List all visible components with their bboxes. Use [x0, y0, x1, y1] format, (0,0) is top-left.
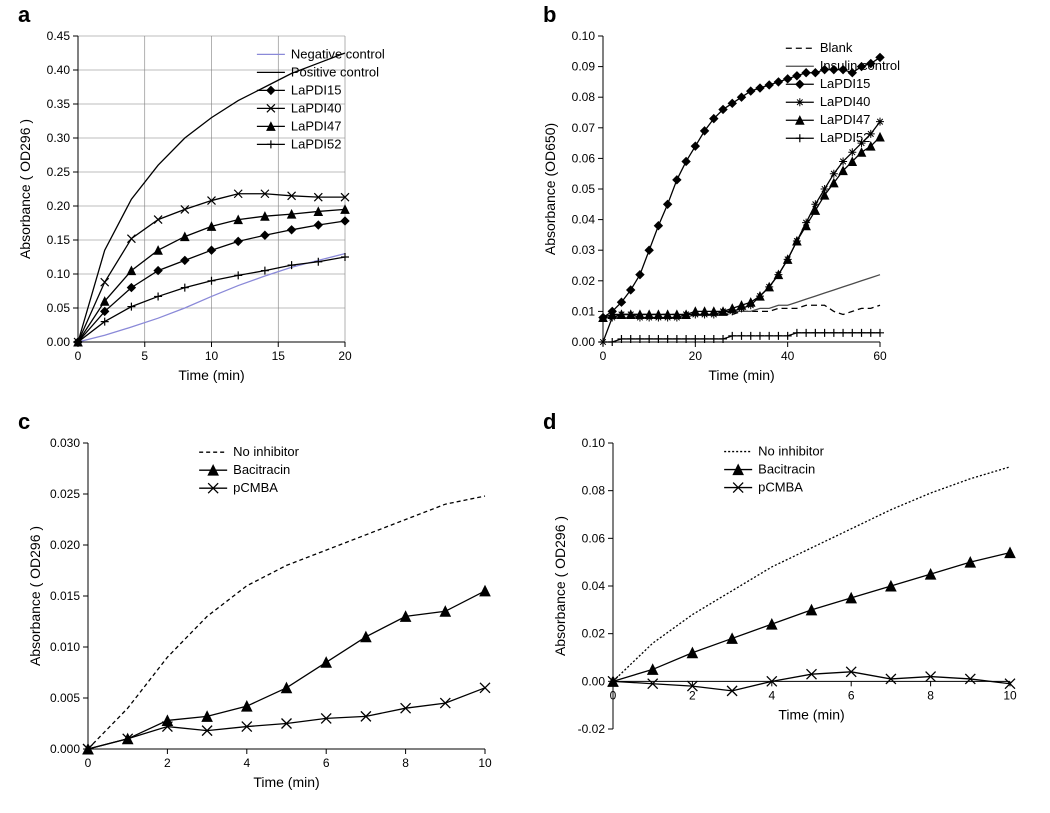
svg-text:Positive control: Positive control	[291, 64, 379, 79]
svg-text:4: 4	[243, 756, 250, 770]
svg-text:0.04: 0.04	[582, 579, 606, 593]
svg-text:Time (min): Time (min)	[778, 706, 844, 722]
svg-text:0.09: 0.09	[572, 60, 596, 74]
svg-text:0.00: 0.00	[582, 674, 606, 688]
svg-text:0.00: 0.00	[572, 335, 596, 349]
svg-text:40: 40	[781, 349, 795, 363]
svg-text:No inhibitor: No inhibitor	[233, 444, 299, 459]
svg-text:0.08: 0.08	[582, 483, 606, 497]
svg-text:Bacitracin: Bacitracin	[758, 461, 815, 476]
svg-text:0.02: 0.02	[582, 626, 606, 640]
svg-text:0.08: 0.08	[572, 90, 596, 104]
svg-text:0.020: 0.020	[50, 538, 80, 552]
svg-text:0.45: 0.45	[47, 29, 71, 43]
svg-text:LaPDI15: LaPDI15	[820, 76, 871, 91]
svg-text:0.04: 0.04	[572, 213, 596, 227]
panel-d: d 0 2 4 6 8 10 -0.02 0.00 0.02 0.04 0.06 0.08 0.10 Ti…	[525, 407, 1050, 813]
svg-text:0: 0	[75, 349, 82, 363]
svg-text:60: 60	[873, 349, 887, 363]
svg-text:0.000: 0.000	[50, 742, 80, 756]
panel-label-d: d	[543, 409, 556, 435]
svg-text:0.05: 0.05	[47, 301, 71, 315]
panel-c: c 0 2 4 6 8 10 0.000 0.005 0.010 0.015 0.020 0.025 0…	[0, 407, 525, 813]
svg-text:LaPDI52: LaPDI52	[820, 130, 871, 145]
svg-text:0.00: 0.00	[47, 335, 71, 349]
svg-text:LaPDI40: LaPDI40	[291, 100, 342, 115]
svg-text:4: 4	[768, 688, 775, 702]
svg-text:No inhibitor: No inhibitor	[758, 443, 824, 458]
svg-text:Time (min): Time (min)	[178, 367, 244, 383]
panel-a: a 0 5 10 15 20 0.00 0.05 0.10 0.15 0.20 0.25 0.30 0.…	[0, 0, 525, 407]
svg-text:Absorbance ( OD296 ): Absorbance ( OD296 )	[552, 515, 568, 655]
panel-b: b 0 20 40 60 0.00 0.01 0.02 0.03 0.04 0.05 0.06 0.0…	[525, 0, 1050, 407]
panel-label-a: a	[18, 2, 30, 28]
svg-text:0.40: 0.40	[47, 63, 71, 77]
svg-text:0.030: 0.030	[50, 436, 80, 450]
svg-text:0.10: 0.10	[47, 267, 71, 281]
svg-text:20: 20	[689, 349, 703, 363]
svg-text:0.10: 0.10	[572, 29, 596, 43]
svg-text:Absorbance ( OD296 ): Absorbance ( OD296 )	[27, 525, 43, 665]
svg-text:2: 2	[164, 756, 171, 770]
svg-text:2: 2	[689, 688, 696, 702]
svg-text:6: 6	[848, 688, 855, 702]
svg-text:0.15: 0.15	[47, 233, 71, 247]
svg-text:0.30: 0.30	[47, 131, 71, 145]
svg-text:0.005: 0.005	[50, 691, 80, 705]
svg-text:pCMBA: pCMBA	[758, 479, 803, 494]
figure: a 051015200.000.050.100.150.200.250.300.…	[0, 0, 1050, 813]
svg-text:8: 8	[927, 688, 934, 702]
svg-text:Bacitracin: Bacitracin	[233, 462, 290, 477]
svg-text:0: 0	[610, 688, 617, 702]
svg-text:Insulin control: Insulin control	[820, 58, 900, 73]
svg-text:LaPDI47: LaPDI47	[291, 118, 342, 133]
svg-text:0.01: 0.01	[572, 304, 596, 318]
svg-text:0.06: 0.06	[582, 531, 606, 545]
svg-text:0.07: 0.07	[572, 121, 596, 135]
svg-text:15: 15	[272, 349, 286, 363]
svg-text:Time (min): Time (min)	[253, 774, 319, 790]
svg-text:0.010: 0.010	[50, 640, 80, 654]
panel-label-b: b	[543, 2, 556, 28]
svg-text:Time (min): Time (min)	[708, 367, 774, 383]
svg-text:LaPDI52: LaPDI52	[291, 136, 342, 151]
svg-text:LaPDI40: LaPDI40	[820, 94, 871, 109]
svg-text:0: 0	[85, 756, 92, 770]
svg-text:0.10: 0.10	[582, 436, 606, 450]
svg-text:Blank: Blank	[820, 40, 853, 55]
svg-text:8: 8	[402, 756, 409, 770]
svg-text:Absorbance ( OD296 ): Absorbance ( OD296 )	[17, 119, 33, 259]
svg-text:10: 10	[478, 756, 492, 770]
svg-text:0.015: 0.015	[50, 589, 80, 603]
svg-text:10: 10	[205, 349, 219, 363]
svg-text:-0.02: -0.02	[578, 722, 606, 736]
svg-text:0.20: 0.20	[47, 199, 71, 213]
svg-text:0.02: 0.02	[572, 274, 596, 288]
svg-text:5: 5	[141, 349, 148, 363]
svg-text:0.25: 0.25	[47, 165, 71, 179]
svg-text:0.05: 0.05	[572, 182, 596, 196]
svg-text:20: 20	[338, 349, 352, 363]
svg-text:Negative control: Negative control	[291, 46, 385, 61]
svg-text:0: 0	[600, 349, 607, 363]
svg-text:10: 10	[1003, 688, 1017, 702]
svg-text:LaPDI15: LaPDI15	[291, 82, 342, 97]
svg-text:0.025: 0.025	[50, 487, 80, 501]
svg-text:pCMBA: pCMBA	[233, 480, 278, 495]
svg-text:LaPDI47: LaPDI47	[820, 112, 871, 127]
panel-label-c: c	[18, 409, 30, 435]
svg-text:0.03: 0.03	[572, 243, 596, 257]
svg-text:6: 6	[323, 756, 330, 770]
svg-text:0.35: 0.35	[47, 97, 71, 111]
svg-text:0.06: 0.06	[572, 151, 596, 165]
svg-text:Absorbance (OD650): Absorbance (OD650)	[542, 123, 558, 255]
